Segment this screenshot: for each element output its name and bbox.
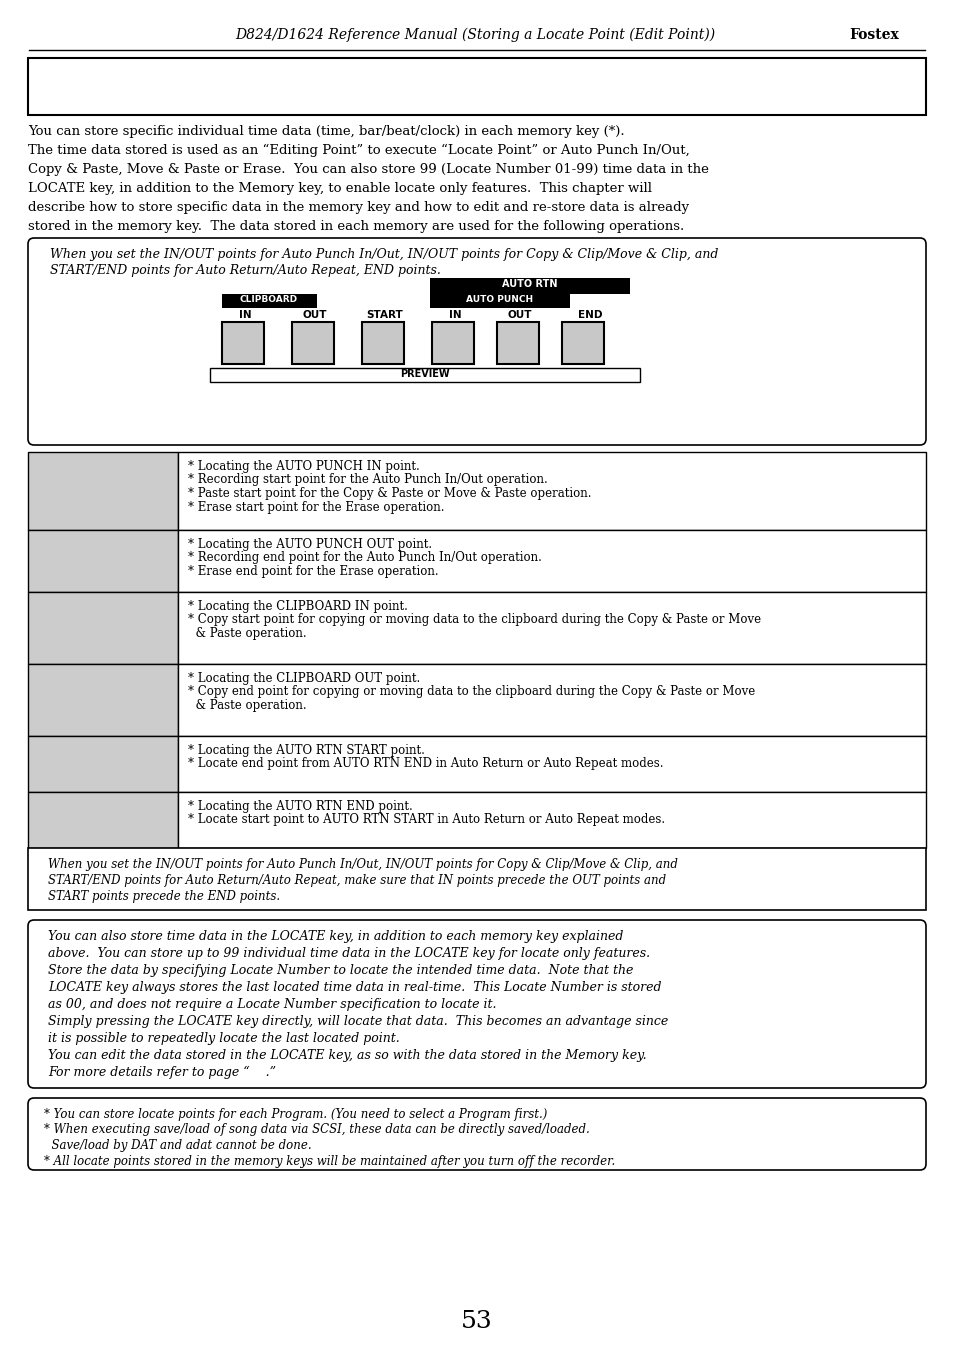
Text: END: END: [578, 309, 601, 320]
Text: & Paste operation.: & Paste operation.: [188, 627, 306, 640]
Bar: [28, 530, 178, 592]
Text: OUT: OUT: [507, 309, 532, 320]
Text: OUT: OUT: [302, 309, 327, 320]
Text: * Locate end point from AUTO RTN END in Auto Return or Auto Repeat modes.: * Locate end point from AUTO RTN END in …: [188, 758, 662, 770]
Text: IN: IN: [238, 309, 251, 320]
Text: CLIPBOARD: CLIPBOARD: [240, 295, 297, 304]
Text: START/END points for Auto Return/Auto Repeat, END points.: START/END points for Auto Return/Auto Re…: [50, 263, 440, 277]
Bar: [561, 322, 603, 363]
Text: stored in the memory key.  The data stored in each memory are used for the follo: stored in the memory key. The data store…: [28, 220, 683, 232]
Text: You can store specific individual time data (time, bar/beat/clock) in each memor: You can store specific individual time d…: [28, 126, 624, 138]
Text: Simply pressing the LOCATE key directly, will locate that data.  This becomes an: Simply pressing the LOCATE key directly,…: [48, 1015, 667, 1028]
Text: * Paste start point for the Copy & Paste or Move & Paste operation.: * Paste start point for the Copy & Paste…: [188, 486, 591, 500]
Bar: [430, 295, 569, 308]
FancyBboxPatch shape: [28, 1098, 925, 1170]
Text: * Copy end point for copying or moving data to the clipboard during the Copy & P: * Copy end point for copying or moving d…: [188, 685, 755, 698]
Text: START: START: [366, 309, 403, 320]
Text: & Paste operation.: & Paste operation.: [188, 698, 306, 712]
Text: When you set the IN/OUT points for Auto Punch In/Out, IN/OUT points for Copy & C: When you set the IN/OUT points for Auto …: [48, 858, 678, 871]
Bar: [430, 278, 629, 295]
Bar: [292, 322, 334, 363]
Bar: [28, 453, 178, 530]
Bar: [178, 663, 925, 736]
Text: START/END points for Auto Return/Auto Repeat, make sure that IN points precede t: START/END points for Auto Return/Auto Re…: [48, 874, 665, 888]
Bar: [432, 322, 474, 363]
Text: * Copy start point for copying or moving data to the clipboard during the Copy &: * Copy start point for copying or moving…: [188, 613, 760, 627]
Text: Store the data by specifying Locate Number to locate the intended time data.  No: Store the data by specifying Locate Numb…: [48, 965, 633, 977]
Text: * Recording start point for the Auto Punch In/Out operation.: * Recording start point for the Auto Pun…: [188, 473, 547, 486]
Bar: [361, 322, 403, 363]
Text: as 00, and does not require a Locate Number specification to locate it.: as 00, and does not require a Locate Num…: [48, 998, 496, 1011]
Text: When you set the IN/OUT points for Auto Punch In/Out, IN/OUT points for Copy & C: When you set the IN/OUT points for Auto …: [50, 249, 718, 261]
Text: AUTO PUNCH: AUTO PUNCH: [466, 295, 533, 304]
Text: * Locate start point to AUTO RTN START in Auto Return or Auto Repeat modes.: * Locate start point to AUTO RTN START i…: [188, 813, 664, 827]
Bar: [28, 58, 925, 115]
Text: * Locating the CLIPBOARD IN point.: * Locating the CLIPBOARD IN point.: [188, 600, 408, 613]
Bar: [28, 592, 178, 663]
Bar: [178, 736, 925, 792]
FancyBboxPatch shape: [28, 238, 925, 444]
Bar: [222, 322, 264, 363]
Text: D824/D1624 Reference Manual (Storing a Locate Point (Edit Point)): D824/D1624 Reference Manual (Storing a L…: [234, 28, 719, 42]
Text: IN: IN: [448, 309, 461, 320]
Text: LOCATE key, in addition to the Memory key, to enable locate only features.  This: LOCATE key, in addition to the Memory ke…: [28, 182, 651, 195]
Text: above.  You can store up to 99 individual time data in the LOCATE key for locate: above. You can store up to 99 individual…: [48, 947, 649, 961]
Text: AUTO RTN: AUTO RTN: [501, 280, 558, 289]
Text: You can also store time data in the LOCATE key, in addition to each memory key e: You can also store time data in the LOCA…: [48, 929, 622, 943]
Bar: [178, 792, 925, 848]
Text: Fostex: Fostex: [848, 28, 898, 42]
Text: * Erase start point for the Erase operation.: * Erase start point for the Erase operat…: [188, 500, 444, 513]
Text: For more details refer to page “    .”: For more details refer to page “ .”: [48, 1066, 275, 1079]
Bar: [178, 530, 925, 592]
Bar: [497, 322, 538, 363]
Text: * Locating the AUTO RTN START point.: * Locating the AUTO RTN START point.: [188, 744, 424, 757]
FancyBboxPatch shape: [28, 920, 925, 1088]
Bar: [28, 663, 178, 736]
Text: describe how to store specific data in the memory key and how to edit and re-sto: describe how to store specific data in t…: [28, 201, 688, 213]
Text: You can edit the data stored in the LOCATE key, as so with the data stored in th: You can edit the data stored in the LOCA…: [48, 1048, 646, 1062]
Text: * Locating the AUTO PUNCH OUT point.: * Locating the AUTO PUNCH OUT point.: [188, 538, 432, 551]
Text: LOCATE key always stores the last located time data in real-time.  This Locate N: LOCATE key always stores the last locate…: [48, 981, 660, 994]
Bar: [222, 295, 316, 308]
Text: 53: 53: [460, 1310, 493, 1333]
Text: * Locating the AUTO RTN END point.: * Locating the AUTO RTN END point.: [188, 800, 413, 813]
Bar: [28, 848, 925, 911]
Text: * All locate points stored in the memory keys will be maintained after you turn : * All locate points stored in the memory…: [44, 1155, 615, 1167]
Bar: [28, 736, 178, 792]
Bar: [178, 453, 925, 530]
Text: * You can store locate points for each Program. (You need to select a Program fi: * You can store locate points for each P…: [44, 1108, 547, 1121]
Text: Save/load by DAT and adat cannot be done.: Save/load by DAT and adat cannot be done…: [44, 1139, 312, 1152]
Text: PREVIEW: PREVIEW: [399, 369, 450, 380]
Bar: [28, 792, 178, 848]
Bar: [178, 592, 925, 663]
Text: * Recording end point for the Auto Punch In/Out operation.: * Recording end point for the Auto Punch…: [188, 551, 541, 565]
Text: * Erase end point for the Erase operation.: * Erase end point for the Erase operatio…: [188, 565, 438, 578]
Text: The time data stored is used as an “Editing Point” to execute “Locate Point” or : The time data stored is used as an “Edit…: [28, 145, 689, 157]
Text: * When executing save/load of song data via SCSI, these data can be directly sav: * When executing save/load of song data …: [44, 1124, 589, 1136]
Text: * Locating the AUTO PUNCH IN point.: * Locating the AUTO PUNCH IN point.: [188, 459, 419, 473]
Text: Copy & Paste, Move & Paste or Erase.  You can also store 99 (Locate Number 01-99: Copy & Paste, Move & Paste or Erase. You…: [28, 163, 708, 176]
Bar: [210, 367, 639, 382]
Text: it is possible to repeatedly locate the last located point.: it is possible to repeatedly locate the …: [48, 1032, 399, 1046]
Text: * Locating the CLIPBOARD OUT point.: * Locating the CLIPBOARD OUT point.: [188, 671, 420, 685]
Text: START points precede the END points.: START points precede the END points.: [48, 890, 280, 902]
